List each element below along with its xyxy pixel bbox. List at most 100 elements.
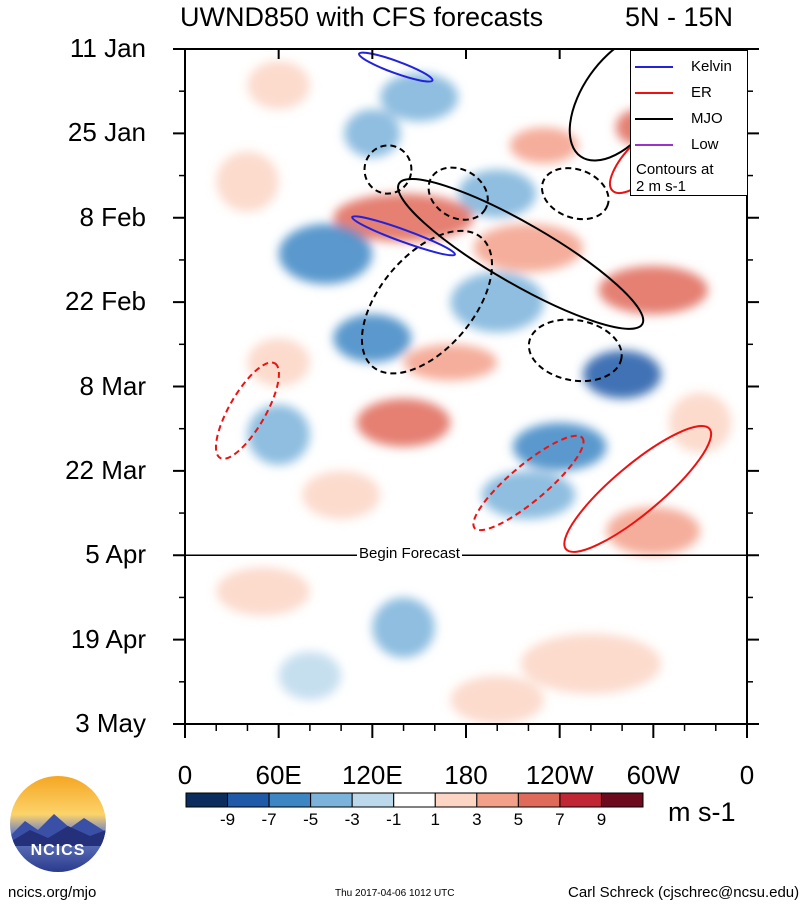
mjo-contour xyxy=(397,177,645,330)
legend-line-kelvin xyxy=(635,66,673,68)
colorbar-swatch xyxy=(434,792,478,808)
easterly-anomaly xyxy=(380,73,459,122)
chart-region: 5N - 15N xyxy=(625,2,734,32)
legend-entry: MJO xyxy=(635,109,745,129)
colorbar-tick-label: -5 xyxy=(303,810,319,829)
ncics-logo: NCICS xyxy=(10,776,106,872)
er-contour xyxy=(214,361,280,460)
colorbar-tick-label: 1 xyxy=(430,810,440,829)
mjo-contour xyxy=(427,166,489,221)
legend-line-low xyxy=(635,144,673,146)
y-tick-label: 25 Jan xyxy=(67,117,146,148)
easterly-anomaly xyxy=(278,223,373,285)
colorbar-tick-label: -3 xyxy=(344,810,360,829)
easterly-anomaly xyxy=(481,470,576,520)
colorbar-tick-label: 9 xyxy=(596,810,607,829)
y-tick-label: 11 Jan xyxy=(69,33,146,63)
colorbar-swatch xyxy=(517,792,561,808)
mjo-contour xyxy=(527,318,623,383)
legend: Kelvin ER MJO Low Contours at 2 m s-1 xyxy=(630,50,748,196)
y-tick-label: 8 Mar xyxy=(79,370,146,401)
er-contour xyxy=(563,424,713,553)
colorbar-swatch xyxy=(393,792,436,808)
westerly-anomaly xyxy=(302,470,381,520)
footer-timestamp: Thu 2017-04-06 1012 UTC xyxy=(335,888,455,899)
legend-line-er xyxy=(635,92,673,94)
easterly-anomaly xyxy=(450,271,545,333)
easterly-anomaly xyxy=(333,314,412,363)
x-tick-label: 0 xyxy=(739,760,755,790)
legend-note-line: Contours at xyxy=(636,161,714,178)
mjo-contour xyxy=(540,167,610,221)
footer-author: Carl Schreck (cjschrec@ncsu.edu) xyxy=(568,884,800,901)
kelvin-contour xyxy=(358,51,434,83)
y-tick-label: 3 May xyxy=(75,708,146,738)
legend-line-mjo xyxy=(635,118,673,120)
y-tick-label: 22 Feb xyxy=(65,286,146,317)
y-tick-label: 22 Mar xyxy=(65,454,146,485)
x-tick-label: 120W xyxy=(525,760,594,790)
logo-text: NCICS xyxy=(30,842,86,859)
legend-entry: Kelvin xyxy=(635,57,745,77)
colorbar-swatch xyxy=(600,792,644,808)
colorbar-tick-label: -9 xyxy=(219,810,236,829)
legend-entry: Low xyxy=(635,135,745,155)
westerly-anomaly xyxy=(247,61,310,110)
colorbar-units: m s-1 xyxy=(668,797,736,827)
mjo-contour xyxy=(363,144,413,195)
colorbar-tick-label: 7 xyxy=(555,810,565,829)
colorbar-swatch xyxy=(559,792,602,808)
logo-mountains-icon xyxy=(10,814,106,846)
x-tick-label: 120E xyxy=(341,760,403,790)
colorbar-tick-label: 3 xyxy=(472,810,482,829)
colorbar-swatch xyxy=(310,792,353,808)
x-tick-label: 60E xyxy=(255,760,302,790)
legend-note-line: 2 m s-1 xyxy=(636,178,687,195)
kelvin-contour xyxy=(351,215,456,257)
colorbar-tick-label: -7 xyxy=(261,810,277,829)
westerly-anomaly xyxy=(216,567,310,616)
forecast-label: Begin Forecast xyxy=(357,545,462,563)
westerly-anomaly xyxy=(247,338,310,387)
er-contour xyxy=(472,434,585,532)
y-tick-label: 19 Apr xyxy=(70,623,146,654)
colorbar-swatch xyxy=(268,792,312,808)
westerly-anomaly xyxy=(598,265,708,315)
legend-label: Low xyxy=(691,136,719,153)
easterly-anomaly xyxy=(278,651,342,700)
legend-label: Kelvin xyxy=(691,58,732,75)
chart-title: UWND850 with CFS forecasts xyxy=(180,2,544,32)
y-tick-label: 8 Feb xyxy=(79,201,147,232)
westerly-anomaly xyxy=(356,398,451,447)
legend-note: Contours at 2 m s-1 xyxy=(636,161,714,195)
x-tick-label: 180 xyxy=(444,760,488,790)
westerly-anomaly xyxy=(606,507,701,556)
x-tick-label: 60W xyxy=(626,760,681,790)
easterly-anomaly xyxy=(512,422,607,471)
footer-website: ncics.org/mjo xyxy=(8,884,97,901)
colorbar-swatch xyxy=(185,792,229,808)
westerly-anomaly xyxy=(520,633,662,694)
y-tick-label: 5 Apr xyxy=(85,539,146,570)
westerly-anomaly xyxy=(509,127,579,164)
westerly-anomaly xyxy=(403,344,498,381)
legend-label: ER xyxy=(691,84,712,101)
easterly-anomaly xyxy=(372,597,435,658)
easterly-anomaly xyxy=(344,109,401,158)
colorbar-swatch xyxy=(227,792,270,808)
colorbar-tick-label: -1 xyxy=(386,810,402,829)
legend-label: MJO xyxy=(691,110,723,127)
westerly-anomaly xyxy=(450,675,545,724)
colorbar-swatch xyxy=(351,792,395,808)
easterly-anomaly xyxy=(247,404,310,465)
westerly-anomaly xyxy=(333,193,474,242)
easterly-anomaly xyxy=(458,169,537,218)
westerly-anomaly xyxy=(216,151,279,212)
colorbar-swatch xyxy=(476,792,519,808)
easterly-anomaly xyxy=(583,350,662,399)
mjo-contour xyxy=(360,229,493,375)
legend-entry: ER xyxy=(635,83,745,103)
colorbar-tick-label: 5 xyxy=(513,810,524,829)
